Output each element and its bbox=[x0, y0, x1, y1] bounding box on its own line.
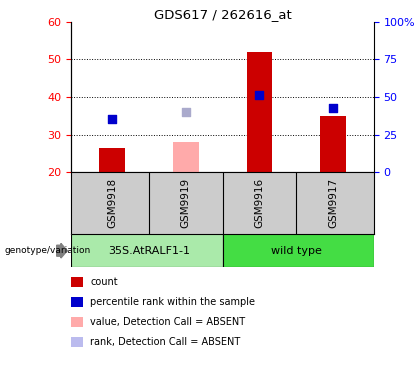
Text: genotype/variation: genotype/variation bbox=[4, 246, 90, 255]
Text: GSM9918: GSM9918 bbox=[107, 178, 117, 228]
Bar bbox=[71, 234, 223, 267]
Point bbox=[182, 109, 189, 115]
Text: wild type: wild type bbox=[271, 246, 322, 256]
Text: value, Detection Call = ABSENT: value, Detection Call = ABSENT bbox=[90, 317, 245, 327]
Point bbox=[256, 92, 263, 98]
Text: 35S.AtRALF1-1: 35S.AtRALF1-1 bbox=[108, 246, 190, 256]
Bar bbox=[247, 52, 273, 172]
Text: GSM9917: GSM9917 bbox=[328, 178, 338, 228]
Bar bbox=[173, 142, 199, 172]
Point bbox=[330, 105, 336, 111]
Text: GSM9919: GSM9919 bbox=[181, 178, 191, 228]
Text: rank, Detection Call = ABSENT: rank, Detection Call = ABSENT bbox=[90, 337, 241, 347]
Text: GSM9916: GSM9916 bbox=[255, 178, 265, 228]
Text: count: count bbox=[90, 277, 118, 287]
Text: percentile rank within the sample: percentile rank within the sample bbox=[90, 297, 255, 307]
Point bbox=[109, 116, 116, 122]
Bar bbox=[320, 116, 346, 172]
Bar bbox=[99, 147, 125, 172]
Title: GDS617 / 262616_at: GDS617 / 262616_at bbox=[154, 8, 291, 21]
Bar bbox=[223, 234, 374, 267]
